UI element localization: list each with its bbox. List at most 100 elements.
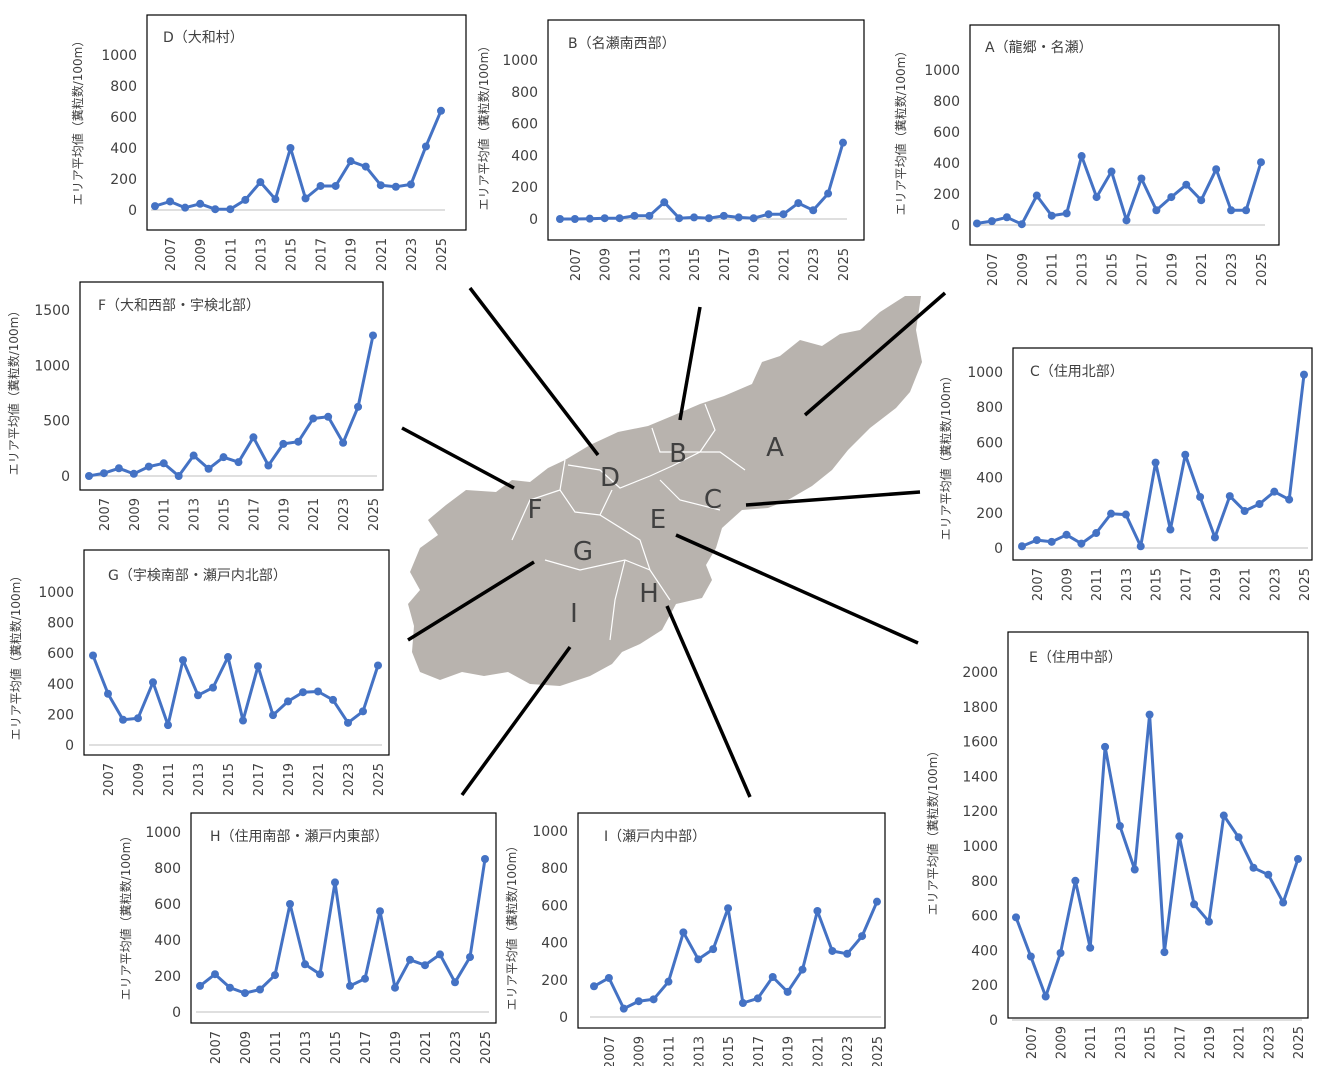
data-point xyxy=(361,162,370,171)
y-tick-label: 200 xyxy=(154,969,181,985)
data-point xyxy=(649,995,658,1004)
data-point xyxy=(1190,900,1199,909)
data-point xyxy=(451,978,459,987)
x-tick-label: 2015 xyxy=(329,1031,344,1064)
data-point xyxy=(1122,216,1131,225)
data-point xyxy=(843,949,852,958)
data-point xyxy=(1166,525,1175,534)
data-point xyxy=(144,462,153,471)
y-tick-label: 400 xyxy=(541,936,568,952)
data-point xyxy=(873,897,881,906)
y-tick-label: 1000 xyxy=(962,839,998,855)
data-point xyxy=(1210,533,1219,542)
data-point xyxy=(369,331,377,340)
data-point xyxy=(1196,492,1205,501)
y-tick-label: 400 xyxy=(976,471,1003,487)
y-tick-label: 800 xyxy=(933,94,960,110)
data-point xyxy=(361,974,369,983)
data-point xyxy=(1285,495,1294,504)
data-point xyxy=(645,211,654,220)
x-tick-label: 2019 xyxy=(1203,1026,1218,1059)
y-tick-label: 0 xyxy=(65,738,74,754)
x-tick-label: 2015 xyxy=(284,238,299,271)
data-point xyxy=(1234,833,1243,842)
x-tick-label: 2013 xyxy=(188,498,203,531)
y-tick-label: 0 xyxy=(951,218,960,234)
y-tick-label: 600 xyxy=(511,117,538,133)
data-point xyxy=(724,904,733,913)
leader-line-c xyxy=(745,490,921,507)
x-tick-label: 2013 xyxy=(1114,1026,1129,1059)
data-point xyxy=(406,955,414,964)
data-point xyxy=(1071,876,1080,885)
map-label-e: E xyxy=(650,505,666,535)
data-point xyxy=(211,205,220,214)
leader-line-d xyxy=(468,286,600,457)
data-point xyxy=(269,711,277,720)
x-tick-label: 2023 xyxy=(337,498,352,531)
chart-e: 0 200 400 600 800 1000 1200 1400 1600 1800 2000 200… xyxy=(925,631,1309,1059)
data-point xyxy=(660,198,669,207)
data-point xyxy=(1167,193,1176,202)
x-tick-label: 2011 xyxy=(662,1036,677,1066)
data-point xyxy=(119,715,127,724)
data-point xyxy=(734,213,743,222)
chart-frame xyxy=(969,24,1280,246)
x-tick-label: 2023 xyxy=(1268,568,1283,601)
data-point xyxy=(436,950,444,959)
x-tick-label: 2013 xyxy=(299,1031,314,1064)
data-point xyxy=(809,206,818,215)
data-point xyxy=(749,214,758,223)
data-point xyxy=(286,900,294,908)
x-tick-label: 2019 xyxy=(1165,253,1180,286)
data-point xyxy=(151,202,159,211)
y-axis-label: エリア平均値（糞粒数/100m） xyxy=(6,305,21,476)
x-tick-label: 2019 xyxy=(782,1036,797,1066)
data-point xyxy=(301,194,310,203)
x-tick-label: 2013 xyxy=(692,1036,707,1066)
data-point xyxy=(264,461,273,470)
x-tick-label: 2023 xyxy=(1262,1026,1277,1059)
x-tick-label: 2017 xyxy=(252,763,267,796)
chart-title: H（住用南部・瀬戸内東部） xyxy=(210,829,389,845)
data-point xyxy=(1047,211,1056,220)
data-point xyxy=(1026,952,1035,961)
chart-frame xyxy=(190,812,497,1024)
data-point xyxy=(1279,898,1288,907)
data-point xyxy=(738,999,747,1008)
x-tick-label: 2017 xyxy=(1135,253,1150,286)
data-point xyxy=(709,945,718,954)
x-tick-label: 2007 xyxy=(102,763,117,796)
data-point xyxy=(1032,191,1041,200)
x-tick-label: 2021 xyxy=(375,238,390,271)
data-point xyxy=(316,181,325,190)
data-point xyxy=(166,197,175,206)
x-tick-label: 2007 xyxy=(98,498,113,531)
data-point xyxy=(794,199,803,208)
data-point xyxy=(828,946,837,955)
y-tick-label: 600 xyxy=(541,898,568,914)
data-point xyxy=(1175,832,1184,841)
x-tick-label: 2025 xyxy=(479,1031,494,1064)
y-tick-label: 1000 xyxy=(924,63,960,79)
y-tick-label: 400 xyxy=(511,148,538,164)
x-tick-label: 2023 xyxy=(807,248,822,281)
x-tick-label: 2013 xyxy=(658,248,673,281)
x-tick-label: 2023 xyxy=(342,763,357,796)
x-tick-label: 2013 xyxy=(1120,568,1135,601)
x-tick-label: 2009 xyxy=(1061,568,1076,601)
y-tick-label: 1600 xyxy=(962,735,998,751)
data-point xyxy=(1062,530,1071,539)
data-point xyxy=(376,907,384,916)
data-point xyxy=(284,697,292,706)
data-point xyxy=(211,970,219,979)
y-tick-label: 800 xyxy=(110,79,137,95)
data-point xyxy=(1018,542,1026,551)
data-point xyxy=(779,210,788,219)
chart-frame xyxy=(1007,631,1309,1019)
data-point xyxy=(149,678,157,687)
x-tick-label: 2011 xyxy=(269,1031,284,1064)
y-tick-label: 200 xyxy=(971,978,998,994)
data-point xyxy=(1041,992,1050,1001)
data-point xyxy=(324,412,333,421)
